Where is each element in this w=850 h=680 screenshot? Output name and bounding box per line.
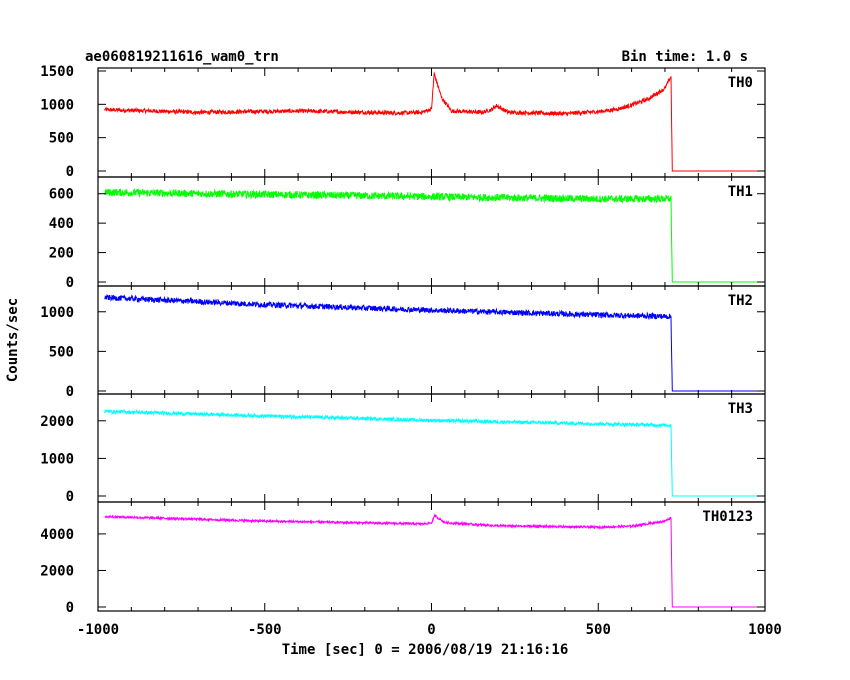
series-line-th0123 (104, 513, 765, 608)
y-tick-label: 0 (66, 275, 74, 291)
panel-frame (97, 67, 766, 178)
x-tick-label: -1000 (77, 622, 119, 638)
bin-time-label: Bin time: 1.0 s (622, 49, 748, 65)
y-tick-label: 0 (66, 164, 74, 180)
x-tick-label: 1000 (748, 622, 782, 638)
y-tick-label: 0 (66, 489, 74, 505)
series-label-th1: TH1 (728, 184, 753, 200)
panel-th3: 2000 1000 0 TH3 (40, 393, 766, 505)
x-tick-label: 500 (586, 622, 611, 638)
panel-th0: 1500 1000 500 0 TH0 (40, 64, 766, 180)
y-tick-label: 2000 (40, 414, 74, 430)
panel-frame (97, 393, 766, 503)
y-axis-label: Counts/sec (5, 298, 21, 382)
series-line-th2 (104, 294, 765, 392)
x-tick-label: 0 (427, 622, 435, 638)
y-tick-label: 1500 (40, 64, 74, 80)
y-tick-label: 1000 (40, 451, 74, 467)
series-label-th0: TH0 (728, 75, 753, 91)
y-tick-label: 0 (66, 384, 74, 400)
panels-group: 150010005000TH06004002000TH110005000TH22… (40, 64, 766, 616)
panel-th2: 1000 500 0 TH2 (40, 285, 766, 400)
series-line-th1 (104, 187, 765, 283)
panel-th1: 600 400 200 0 TH1 (49, 176, 766, 291)
y-tick-label: 4000 (40, 527, 74, 543)
chart-title: ae060819211616_wam0_trn (85, 49, 279, 65)
series-label-th2: TH2 (728, 293, 753, 309)
x-tick-label: -500 (248, 622, 282, 638)
y-tick-label: 0 (66, 600, 74, 616)
y-tick-label: 400 (49, 216, 74, 232)
y-tick-label: 200 (49, 246, 74, 262)
series-line-th3 (104, 408, 765, 497)
y-tick-label: 600 (49, 187, 74, 203)
x-tick-labels: -1000 -500 0 500 1000 (77, 622, 782, 638)
y-tick-label: 2000 (40, 563, 74, 579)
x-axis-label: Time [sec] 0 = 2006/08/19 21:16:16 (282, 642, 569, 658)
y-tick-label: 1000 (40, 305, 74, 321)
y-tick-label: 1000 (40, 97, 74, 113)
series-label-th3: TH3 (728, 401, 753, 417)
series-label-th0123: TH0123 (702, 509, 753, 525)
panel-th0123: 4000 2000 0 TH0123 (40, 501, 766, 616)
series-line-th0 (104, 71, 765, 172)
y-tick-label: 500 (49, 131, 74, 147)
y-tick-label: 500 (49, 344, 74, 360)
